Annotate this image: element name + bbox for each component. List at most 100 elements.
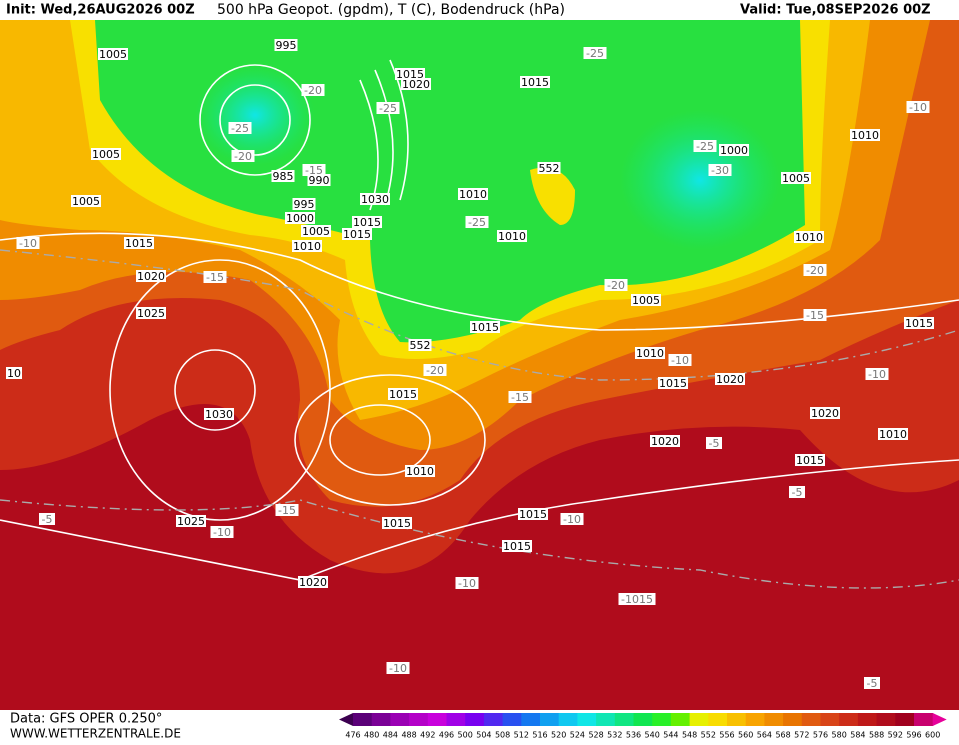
- map-label-box: [497, 230, 527, 242]
- map-label-box: [518, 508, 548, 520]
- map-label: 1020: [137, 270, 165, 283]
- map-label-box: [302, 164, 326, 176]
- map-label: 1015: [503, 540, 531, 553]
- map-label-box: [502, 540, 532, 552]
- map-label: 1005: [92, 148, 120, 161]
- colorbar-label: 548: [682, 731, 697, 740]
- colorbar-label: 496: [439, 731, 454, 740]
- colorbar-swatch: [427, 713, 447, 726]
- map-label: 1025: [137, 307, 165, 320]
- map-label-box: [274, 39, 298, 51]
- map-label: 1015: [389, 388, 417, 401]
- map-label: -5: [792, 486, 803, 499]
- map-label-box: [360, 193, 390, 205]
- map-label: -30: [711, 164, 729, 177]
- map-label: 1020: [651, 435, 679, 448]
- colorbar-swatch: [558, 713, 578, 726]
- map-label-box: [631, 294, 661, 306]
- colorbar-label: 532: [607, 731, 622, 740]
- colorbar-swatch: [633, 713, 653, 726]
- colorbar-label: 520: [551, 731, 566, 740]
- map-label: 1000: [720, 144, 748, 157]
- map-label-box: [693, 140, 717, 152]
- map-label-box: [401, 78, 431, 90]
- colorbar-label: 560: [738, 731, 753, 740]
- map-label: 1015: [396, 68, 424, 81]
- colorbar-swatch: [801, 713, 821, 726]
- map-label: -25: [379, 102, 397, 115]
- colorbar-swatch: [577, 713, 597, 726]
- colorbar-swatch: [371, 713, 391, 726]
- map-label: -10: [563, 513, 581, 526]
- map-label-box: [203, 271, 227, 283]
- map-label: 1020: [716, 373, 744, 386]
- colorbar-swatch: [783, 713, 803, 726]
- map-label: -5: [42, 513, 53, 526]
- colorbar-label: 504: [476, 731, 491, 740]
- map-label: 552: [410, 339, 431, 352]
- map-label: -15: [206, 271, 224, 284]
- colorbar-swatch: [745, 713, 765, 726]
- colorbar-swatch: [409, 713, 429, 726]
- colorbar-swatch: [670, 713, 691, 726]
- map-label: -20: [304, 84, 322, 97]
- map-label: 1025: [177, 515, 205, 528]
- map-label-box: [795, 454, 825, 466]
- map-label-box: [231, 150, 255, 162]
- colorbar-label: 572: [794, 731, 809, 740]
- map-label: -20: [234, 150, 252, 163]
- map-label: -20: [426, 364, 444, 377]
- colorbar-swatch: [652, 713, 672, 726]
- map-label-box: [635, 347, 665, 359]
- colorbar-swatch: [689, 713, 709, 726]
- map-label: 1015: [521, 76, 549, 89]
- map-label-box: [388, 388, 418, 400]
- isobars: [0, 59, 959, 581]
- map-label: -10: [909, 101, 927, 114]
- map-label: 1015: [519, 508, 547, 521]
- map-label-box: [618, 593, 656, 605]
- map-label: -10: [671, 354, 689, 367]
- map-label: -10: [458, 577, 476, 590]
- map-label-box: [865, 368, 889, 380]
- map-label: 1015: [383, 517, 411, 530]
- colorbar-label: 500: [458, 731, 473, 740]
- map-label: 552: [539, 162, 560, 175]
- map-label: 1015: [125, 237, 153, 250]
- map-label: 1010: [851, 129, 879, 142]
- map-label-box: [298, 576, 328, 588]
- map-label: 1000: [286, 212, 314, 225]
- map-label-box: [708, 164, 732, 176]
- colorbar-label: 600: [925, 731, 940, 740]
- colorbar-label: 476: [345, 731, 360, 740]
- map-label-box: [803, 264, 827, 276]
- colorbar-swatch: [390, 713, 410, 726]
- map-field: [0, 20, 959, 710]
- map-label-box: [781, 172, 811, 184]
- map-label-box: [382, 517, 412, 529]
- colorbar-swatch: [895, 713, 915, 726]
- colorbar-label: 596: [906, 731, 921, 740]
- colorbar-label: 492: [420, 731, 435, 740]
- map-label: 1010: [293, 240, 321, 253]
- map-label-box: [16, 237, 40, 249]
- colorbar-swatch: [465, 713, 485, 726]
- map-label: 1015: [471, 321, 499, 334]
- map-label-box: [136, 307, 166, 319]
- map-label-box: [423, 364, 447, 376]
- colorbar-label: 564: [757, 731, 772, 740]
- map-label: 995: [276, 39, 297, 52]
- map-label: -25: [231, 122, 249, 135]
- map-label-box: [285, 212, 315, 224]
- map-label-box: [537, 162, 561, 174]
- map-label-box: [465, 216, 489, 228]
- map-label-box: [136, 270, 166, 282]
- map-label-box: [715, 373, 745, 385]
- map-label-box: [706, 437, 722, 449]
- map-label: 1005: [99, 48, 127, 61]
- map-label-box: [301, 225, 331, 237]
- map-label: -10: [389, 662, 407, 675]
- colorbar-label: 576: [813, 731, 828, 740]
